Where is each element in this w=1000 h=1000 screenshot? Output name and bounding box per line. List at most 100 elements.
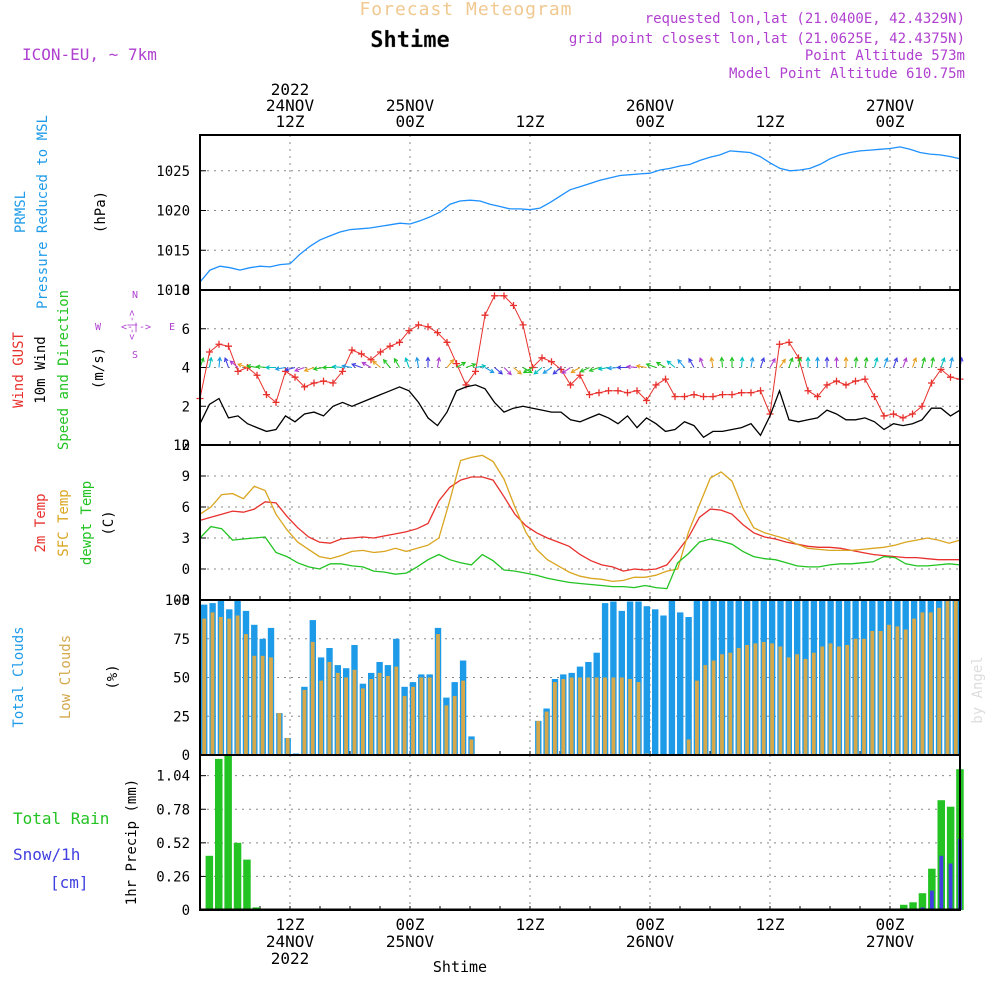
- gust-marker: [500, 292, 508, 300]
- bottom-time-label: 00Z: [876, 915, 905, 934]
- total-cloud-bar: [635, 601, 642, 755]
- gust-marker: [928, 379, 935, 387]
- low-cloud-bar: [695, 680, 699, 755]
- total-cloud-bar: [693, 600, 701, 755]
- pressure-line: [199, 146, 961, 283]
- gust-marker: [282, 367, 289, 375]
- low-cloud-bar: [720, 654, 724, 756]
- top-time-label: 27NOV: [866, 96, 915, 115]
- snow-bar: [948, 863, 953, 910]
- wind-direction-arrow: [588, 366, 600, 373]
- wind-direction-arrow: [229, 360, 239, 368]
- wind-direction-arrow: [246, 363, 258, 369]
- wind-direction-arrow: [824, 356, 830, 368]
- gust-marker: [700, 393, 707, 401]
- y-tick-label: 9: [182, 469, 190, 485]
- gust-marker: [624, 389, 631, 397]
- gust-marker: [434, 329, 441, 337]
- wind-direction-arrow: [779, 358, 786, 368]
- gust-marker: [918, 402, 926, 410]
- low-cloud-bar: [870, 631, 875, 755]
- low-cloud-bar: [235, 615, 240, 755]
- wind-direction-arrow: [863, 356, 869, 368]
- wind-direction-arrow: [294, 366, 305, 373]
- wind-direction-arrow: [312, 366, 324, 372]
- wind-direction-arrow: [843, 356, 849, 368]
- wind-direction-arrow: [223, 357, 230, 368]
- wind-direction-arrow: [361, 361, 372, 368]
- pressure-label-long: Pressure Reduced to MSL: [35, 115, 51, 309]
- y-tick-label: 0.26: [156, 869, 190, 885]
- wind-direction-arrow: [436, 356, 442, 368]
- sfc-temp-line: [199, 454, 961, 583]
- bottom-time-label: 24NOV: [266, 932, 315, 951]
- gust-marker: [320, 377, 327, 385]
- low-cloud-bar: [386, 676, 390, 755]
- wind-direction-arrow: [382, 358, 391, 368]
- wind-direction-arrow: [255, 364, 267, 370]
- wind-line: [199, 384, 961, 439]
- wind-direction-arrow: [815, 356, 820, 368]
- pressure-labels: PRMSL Pressure Reduced to MSL (hPa): [13, 115, 109, 309]
- wind-direction-arrow: [645, 362, 657, 369]
- low-cloud-bar: [327, 662, 332, 755]
- top-time-label: 00Z: [636, 112, 665, 131]
- y-tick-label: 3: [182, 531, 190, 547]
- gust-marker: [842, 381, 850, 389]
- wind-direction-arrow: [351, 362, 362, 369]
- rain-bar: [243, 859, 251, 910]
- gust-marker: [405, 327, 413, 335]
- gust-marker: [899, 414, 907, 422]
- header-info-1: requested lon,lat (21.0400E, 42.4329N): [645, 11, 965, 27]
- wind-direction-arrow: [729, 356, 735, 368]
- low-cloud-bar: [895, 626, 900, 755]
- total-cloud-bar: [652, 609, 659, 755]
- y-tick-label: 75: [173, 632, 190, 648]
- gust-marker: [643, 396, 650, 404]
- wind-direction-arrow: [446, 358, 455, 368]
- gust-marker: [586, 391, 593, 399]
- temp-unit: (C): [101, 510, 117, 535]
- rain-bar: [928, 868, 936, 910]
- low-cloud-bar: [469, 739, 474, 755]
- wind-direction-arrow: [208, 356, 214, 368]
- rain-bar: [900, 904, 908, 910]
- wind-direction-arrow: [321, 365, 333, 370]
- compass-horizontal: <-|->: [121, 322, 151, 333]
- wind-direction-arrow: [217, 356, 223, 368]
- wind-direction-arrow: [709, 356, 715, 368]
- gust-marker: [852, 377, 859, 385]
- gust-marker: [681, 393, 688, 401]
- wind-direction-arrow: [739, 356, 745, 368]
- dewpt-label: dewpt Temp: [79, 481, 95, 565]
- bottom-time-label: 2022: [271, 949, 310, 968]
- low-cloud-bar: [811, 652, 816, 755]
- low-cloud-bar: [786, 657, 791, 755]
- low-cloud-bar: [703, 665, 708, 755]
- gust-marker: [633, 387, 641, 395]
- low-cloud-bar: [302, 689, 307, 755]
- y-tick-label: 0: [182, 562, 190, 578]
- gust-marker: [861, 375, 869, 383]
- low-cloud-bar: [269, 657, 273, 755]
- gust-marker: [576, 371, 584, 379]
- low-cloud-bar: [260, 655, 265, 755]
- gust-marker: [424, 323, 432, 331]
- bottom-time-label: 12Z: [516, 915, 545, 934]
- low-cloud-bar: [210, 612, 215, 755]
- low-cloud-bar: [536, 720, 541, 755]
- gust-marker: [453, 360, 460, 368]
- wind-direction-arrow: [902, 357, 908, 368]
- wind-direction-arrow: [805, 356, 811, 368]
- low-cloud-bar: [244, 634, 248, 755]
- y-tick-label: 12: [173, 438, 190, 454]
- gust-marker: [234, 367, 242, 375]
- rain-bar: [937, 800, 945, 910]
- wind-direction-arrow: [284, 366, 296, 372]
- gust-marker: [709, 393, 717, 401]
- wind-direction-arrow: [635, 363, 647, 369]
- wind-direction-arrow: [341, 363, 353, 369]
- low-cloud-bar: [377, 672, 382, 755]
- gust-marker: [823, 381, 831, 389]
- bottom-time-label: 00Z: [396, 915, 425, 934]
